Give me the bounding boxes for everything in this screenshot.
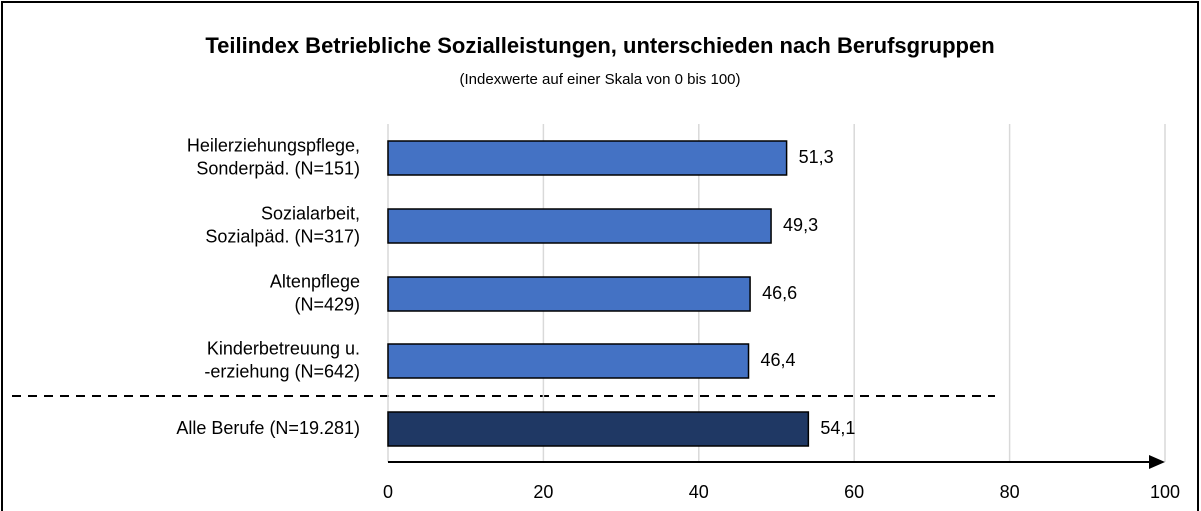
x-tick-label: 0 [383, 482, 393, 502]
value-label: 46,4 [761, 350, 796, 370]
y-tick-label: Sonderpäd. (N=151) [196, 158, 360, 178]
bar [387, 140, 788, 176]
chart-subtitle: (Indexwerte auf einer Skala von 0 bis 10… [460, 71, 741, 88]
x-tick-label: 60 [844, 482, 864, 502]
y-tick-label: Kinderbetreuung u. [207, 338, 360, 358]
bar [387, 276, 751, 312]
value-label: 46,6 [762, 283, 797, 303]
x-tick-label: 40 [689, 482, 709, 502]
bar [387, 343, 750, 379]
y-tick-label: (N=429) [294, 294, 360, 314]
y-tick-label: Altenpflege [270, 271, 360, 291]
x-tick-label: 20 [533, 482, 553, 502]
axis-arrow [1149, 455, 1165, 469]
x-tick-label: 80 [1000, 482, 1020, 502]
y-tick-label: -erziehung (N=642) [204, 361, 360, 381]
y-tick-label: Heilerziehungspflege, [187, 135, 360, 155]
x-tick-label: 100 [1150, 482, 1180, 502]
y-tick-label: Alle Berufe (N=19.281) [176, 418, 360, 438]
bar [387, 208, 772, 244]
value-label: 51,3 [799, 147, 834, 167]
y-tick-label: Sozialarbeit, [261, 203, 360, 223]
bar [387, 411, 810, 447]
chart-title: Teilindex Betriebliche Sozialleistungen,… [205, 33, 994, 58]
value-label: 49,3 [783, 215, 818, 235]
y-tick-label: Sozialpäd. (N=317) [205, 226, 360, 246]
value-label: 54,1 [820, 418, 855, 438]
